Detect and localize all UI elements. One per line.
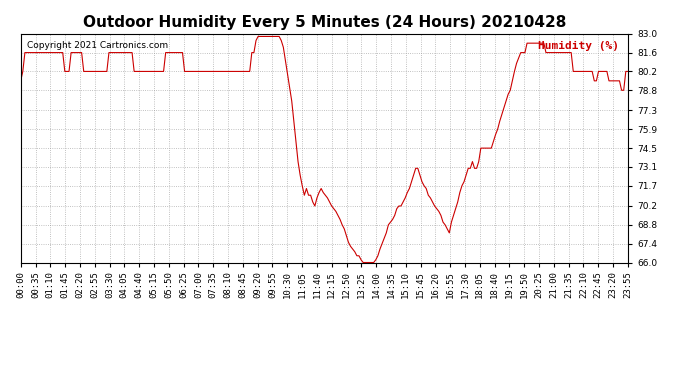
Text: Humidity (%): Humidity (%) [538,40,619,51]
Title: Outdoor Humidity Every 5 Minutes (24 Hours) 20210428: Outdoor Humidity Every 5 Minutes (24 Hou… [83,15,566,30]
Text: Copyright 2021 Cartronics.com: Copyright 2021 Cartronics.com [27,40,168,50]
